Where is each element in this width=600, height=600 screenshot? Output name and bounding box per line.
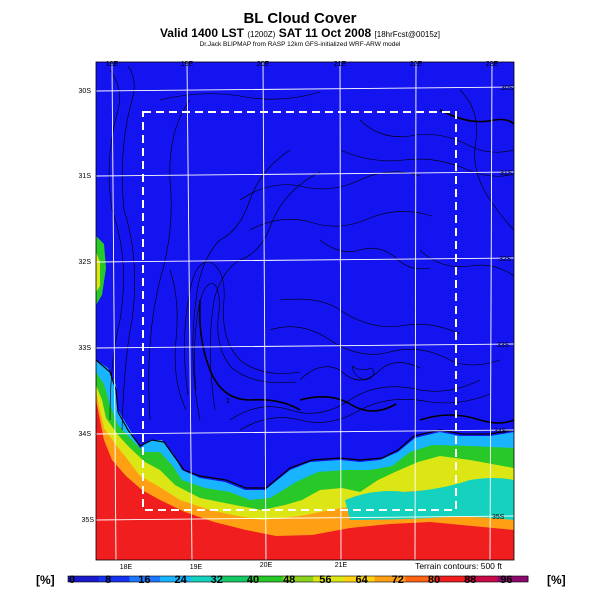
lat-label: 32S [79,259,92,266]
cloud-band-red [96,400,514,560]
colorbar-tick-label: 56 [319,574,332,586]
lat-label: 32S [499,256,512,263]
colorbar-tick-label: 8 [105,574,112,586]
lon-label: 21E [334,61,347,68]
map-frame [95,61,515,561]
major-contours [198,109,514,424]
colorbar-swatch [221,576,253,582]
colorbar-swatch [436,576,468,582]
colorbar-tick-label: 80 [427,574,441,586]
forecast-run: [18hrFcst@0015z] [374,30,441,39]
inner-domain-box [142,111,457,511]
colorbar-tick-label: 24 [174,574,187,586]
colorbar-tick-label: 64 [355,574,368,586]
cloud-band-inner-cyan [345,478,514,520]
lat-label: 33S [79,345,92,352]
lon-label: 22E [410,61,423,68]
colorbar-swatch [344,576,376,582]
colorbar [67,575,529,583]
lon-label: 21E [335,562,348,569]
colorbar-swatch [160,576,192,582]
map-field [96,62,514,560]
colorbar-tick-label: 16 [138,574,151,586]
bottom-lon-labels: 18E 19E 20E 21E [120,562,348,571]
terrain-note: Terrain contours: 500 ft [415,561,503,571]
colorbar-swatch [129,576,161,582]
valid-date: SAT 11 Oct 2008 [278,26,372,40]
colorbar-unit-left: [%] [36,573,55,587]
colorbar-tick-label: 88 [464,574,477,586]
lat-label: 34S [79,431,92,438]
valid-time: Valid 1400 LST [159,26,244,40]
lat-label: 34S [494,428,507,435]
lat-label: 30S [79,88,92,95]
colorbar-border [67,575,529,583]
colorbar-tick-label: 96 [500,574,513,586]
colorbar-unit-right: [%] [547,573,566,587]
lat-label: 35S [82,517,95,524]
lat-label: 35S [492,514,505,521]
colorbar-swatch [68,576,100,582]
map-subtitle: Valid 1400 LST (1200Z) SAT 11 Oct 2008 [… [0,26,600,40]
lon-label: 20E [260,562,273,569]
colorbar-swatch [98,576,130,582]
lat-label: 30S [501,85,514,92]
colorbar-tick-label: 32 [210,574,223,586]
right-lat-labels: 30S 31S 32S 33S 34S 35S [492,85,514,521]
lon-label: 18E [120,564,133,571]
colorbar-tick-label: 72 [391,574,404,586]
lat-label: 31S [500,170,513,177]
colorbar-swatch [466,576,498,582]
colorbar-tick-label: 0 [68,574,76,586]
left-lat-labels: 30S 31S 32S 33S 34S 35S [79,88,95,524]
utc-code: (1200Z) [247,30,276,39]
colorbar-swatch [405,576,437,582]
colorbar-swatch [190,576,222,582]
lat-label: 33S [497,342,510,349]
colorbar-tick-label: 48 [283,574,296,586]
top-lon-labels: 18E 19E 20E 21E 22E 23E [106,61,499,68]
point-marker: 1 [226,398,230,405]
map-title: BL Cloud Cover [243,10,357,27]
colorbar-swatch [252,576,284,582]
colorbar-swatch [497,576,529,582]
lon-label: 19E [181,61,194,68]
colorbar-tick-label: 40 [246,574,260,586]
colorbar-swatch [313,576,345,582]
lon-label: 19E [190,564,203,571]
colorbar-swatch [282,576,314,582]
lon-label: 23E [486,61,499,68]
coastline [96,359,514,489]
lat-label: 31S [79,173,92,180]
lon-label: 20E [257,61,270,68]
model-credit: Dr.Jack BLIPMAP from RASP 12km GFS-initi… [199,41,401,48]
lon-label: 18E [106,61,119,68]
colorbar-swatch [374,576,406,582]
